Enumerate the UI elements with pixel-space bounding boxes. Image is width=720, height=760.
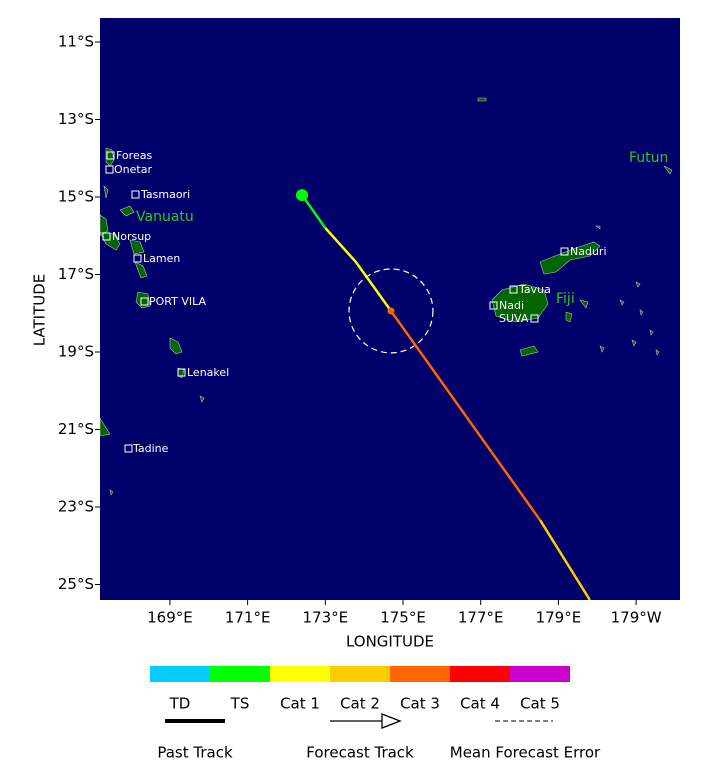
x-tick-label: 169°E [147,609,193,627]
place-label: Lamen [143,252,180,265]
y-tick-label: 23°S [58,498,94,516]
y-tick-label: 11°S [58,33,94,51]
y-tick-label: 21°S [58,420,94,438]
y-axis-label: LATITUDE [31,274,49,347]
land [100,97,673,496]
x-tick-label: 171°E [225,609,271,627]
place-marker [106,151,115,160]
legend-swatch [150,666,210,682]
track-segment [539,519,591,600]
country-label: Futun [629,150,668,166]
places: Foreas Onetar Tasmaori Norsup Lamen PORT… [102,149,668,455]
forecast-track-sample [330,713,402,729]
legend-swatch [330,666,390,682]
y-tick-label: 13°S [58,110,94,128]
x-tick-label: 179°W [611,609,662,627]
place-marker [133,254,142,263]
place-marker [131,190,140,199]
legend-swatch [270,666,330,682]
place-marker [140,297,149,306]
legend-swatch [210,666,270,682]
x-tick-label: 173°E [303,609,349,627]
track-segment [389,310,542,521]
y-tick-label: 25°S [58,575,94,593]
place-marker [530,314,539,323]
legend-swatch [510,666,570,682]
legend-category: Cat 2 [340,695,380,713]
place-label: Naduri [570,245,607,258]
track [296,189,591,600]
place-marker [105,165,114,174]
place-label: Tasmaori [140,188,190,201]
place-label: PORT VILA [149,295,207,308]
y-tick-label: 17°S [58,265,94,283]
legend-category: Cat 5 [520,695,560,713]
x-tick-label: 177°E [458,609,504,627]
place-label: Tadine [132,442,169,455]
place-marker [177,368,186,377]
country-label: Fiji [556,291,575,307]
place-label: Norsup [112,230,151,243]
legend-swatch [450,666,510,682]
start-point [296,189,309,202]
track-segment [300,194,327,229]
place-label: SUVA [499,312,529,325]
current-point [387,307,395,315]
place-label: Foreas [116,149,152,162]
place-marker [509,285,518,294]
x-tick-label: 179°E [536,609,582,627]
x-axis-label: LONGITUDE [346,633,434,651]
legend-swatch [390,666,450,682]
place-marker [102,232,111,241]
place-marker [124,444,133,453]
legend-label: Past Track [157,744,233,760]
legend-category: Cat 1 [280,695,320,713]
place-label: Tavua [518,283,551,296]
track-segment [324,227,392,312]
legend-category: Cat 4 [460,695,500,713]
error-circle [348,268,434,354]
legend-category: Cat 3 [400,695,440,713]
y-tick-label: 19°S [58,343,94,361]
legend-category: TD [169,695,191,713]
legend-label: Mean Forecast Error [450,744,601,760]
place-marker [489,301,498,310]
place-marker [560,247,569,256]
place-label: Onetar [114,163,152,176]
place-label: Lenakel [187,366,229,379]
y-tick-label: 15°S [58,188,94,206]
country-label: Vanuatu [136,209,194,225]
legend-category: TS [230,695,250,713]
legend-label: Forecast Track [306,744,414,760]
place-label: Nadi [499,299,524,312]
x-tick-label: 175°E [380,609,426,627]
